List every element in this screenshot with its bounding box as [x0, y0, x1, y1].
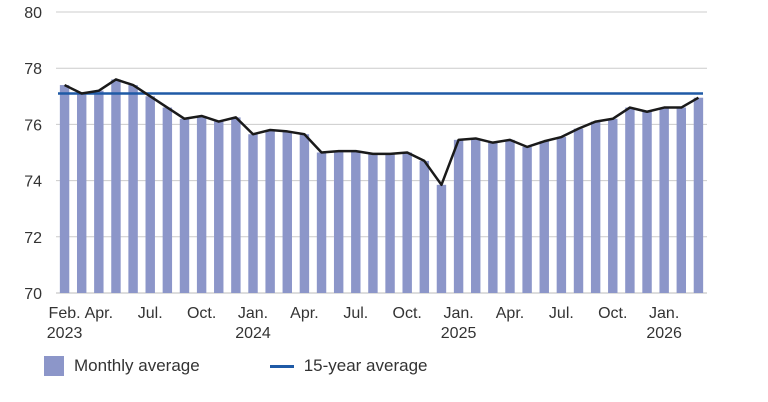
- bar: [676, 107, 687, 293]
- y-axis-ticks: 70 72 74 76 78 80: [24, 5, 42, 303]
- bar: [299, 134, 310, 293]
- y-tick-label: 80: [24, 5, 42, 22]
- x-tick-label-month: Apr.: [290, 305, 318, 322]
- bar: [659, 107, 669, 293]
- bar: [608, 118, 618, 293]
- x-tick-label-month: Oct.: [598, 305, 627, 322]
- bar: [590, 121, 601, 293]
- y-tick-label: 72: [24, 230, 42, 247]
- y-tick-label: 74: [24, 174, 42, 191]
- bar: [282, 131, 292, 293]
- x-tick-label-month: Jul.: [138, 305, 163, 322]
- bar: [642, 111, 652, 293]
- y-tick-label: 70: [24, 286, 42, 303]
- trend-line: [64, 78, 700, 187]
- bar: [59, 85, 70, 293]
- bar: [505, 139, 515, 293]
- bar: [436, 184, 447, 293]
- y-tick-label: 78: [24, 61, 42, 78]
- x-tick-label-month: Oct.: [187, 305, 216, 322]
- bar: [488, 142, 498, 293]
- x-tick-label-year: 2024: [235, 325, 271, 342]
- x-tick-label-month: Jan.: [443, 305, 473, 322]
- bar: [539, 141, 549, 293]
- x-tick-label-month: Feb.: [49, 305, 81, 322]
- bar: [419, 160, 430, 293]
- bar: [556, 137, 567, 293]
- legend-item-monthly: Monthly average: [44, 356, 200, 376]
- bar: [333, 151, 344, 293]
- x-tick-label-month: Oct.: [393, 305, 422, 322]
- bar: [625, 107, 635, 293]
- bar: [402, 152, 412, 293]
- bar: [179, 118, 190, 293]
- bar: [196, 115, 207, 293]
- bar: [76, 93, 87, 294]
- bar: [573, 128, 584, 293]
- legend-swatch-bar: [44, 356, 64, 376]
- bar: [368, 153, 378, 293]
- bar: [453, 139, 464, 293]
- legend-swatch-line: [269, 364, 294, 368]
- bar-series: [59, 79, 704, 294]
- legend-label-monthly: Monthly average: [74, 356, 200, 375]
- bar: [248, 134, 258, 293]
- y-tick-label: 76: [24, 117, 42, 134]
- x-tick-label-year: 2023: [47, 325, 83, 342]
- x-tick-label-year: 2026: [646, 325, 682, 342]
- bar: [316, 152, 327, 293]
- bar: [94, 90, 104, 294]
- bar: [265, 130, 275, 293]
- bar: [231, 117, 241, 293]
- trend-line-series: [64, 78, 700, 187]
- bar: [214, 121, 224, 293]
- x-tick-label-month: Jan.: [649, 305, 679, 322]
- bar: [128, 85, 138, 293]
- bar: [471, 138, 481, 293]
- bar: [111, 79, 121, 293]
- x-tick-label-month: Jan.: [238, 305, 268, 322]
- legend-item-15yr: 15-year average: [269, 356, 428, 376]
- x-tick-label-month: Jul.: [549, 305, 574, 322]
- x-tick-label-year: 2025: [441, 325, 477, 342]
- x-tick-label-month: Apr.: [496, 305, 524, 322]
- bar: [145, 96, 155, 293]
- bar: [693, 97, 704, 293]
- legend-label-15yr: 15-year average: [303, 356, 428, 375]
- x-tick-label-month: Apr.: [85, 305, 113, 322]
- x-tick-label-month: Jul.: [343, 305, 368, 322]
- bar: [162, 107, 173, 293]
- bar: [522, 146, 532, 293]
- legend: Monthly average 15-year average: [44, 356, 498, 376]
- bar: [351, 151, 361, 293]
- bar: [385, 153, 395, 293]
